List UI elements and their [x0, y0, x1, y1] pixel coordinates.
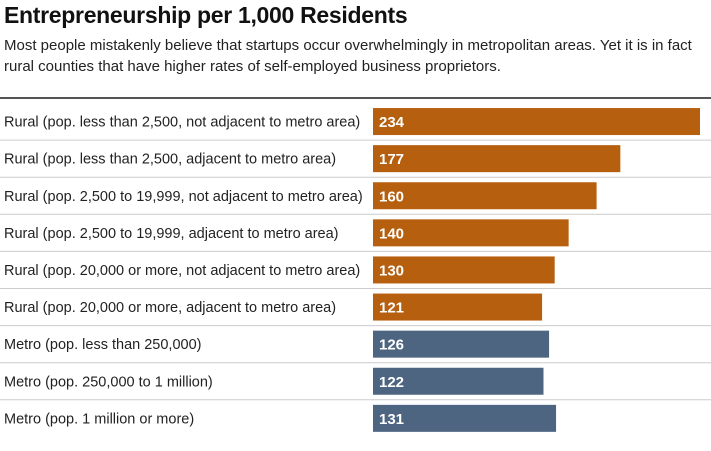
category-label: Metro (pop. 250,000 to 1 million) — [4, 374, 213, 390]
bar-rural — [373, 182, 597, 210]
header-rule — [0, 97, 711, 99]
bar-value-label: 131 — [379, 411, 404, 428]
bar-value-label: 121 — [379, 300, 404, 317]
bar-value-label: 234 — [379, 114, 405, 131]
bar-value-label: 177 — [379, 151, 404, 168]
bar-metro — [373, 404, 557, 432]
bar-metro — [373, 330, 550, 358]
category-label: Rural (pop. 20,000 or more, not adjacent… — [4, 263, 360, 279]
chart-subtitle: Most people mistakenly believe that star… — [4, 37, 692, 75]
bar-value-label: 130 — [379, 262, 404, 279]
bar-rural — [373, 293, 543, 321]
category-label: Rural (pop. 2,500 to 19,999, adjacent to… — [4, 226, 339, 242]
bar-rural — [373, 219, 569, 247]
category-label: Rural (pop. less than 2,500, not adjacen… — [4, 115, 360, 131]
category-label: Rural (pop. 20,000 or more, adjacent to … — [4, 300, 336, 316]
bar-metro — [373, 367, 544, 395]
bar-value-label: 122 — [379, 374, 404, 391]
bar-rural — [373, 256, 555, 284]
bar-value-label: 160 — [379, 188, 404, 205]
category-label: Rural (pop. 2,500 to 19,999, not adjacen… — [4, 189, 363, 205]
category-label: Rural (pop. less than 2,500, adjacent to… — [4, 152, 336, 168]
bar-rural — [373, 145, 621, 173]
category-label: Metro (pop. less than 250,000) — [4, 337, 201, 353]
bar-value-label: 126 — [379, 337, 404, 354]
bar-rural — [373, 108, 700, 136]
category-label: Metro (pop. 1 million or more) — [4, 411, 194, 427]
bar-value-label: 140 — [379, 225, 404, 242]
chart-title: Entrepreneurship per 1,000 Residents — [4, 2, 408, 28]
